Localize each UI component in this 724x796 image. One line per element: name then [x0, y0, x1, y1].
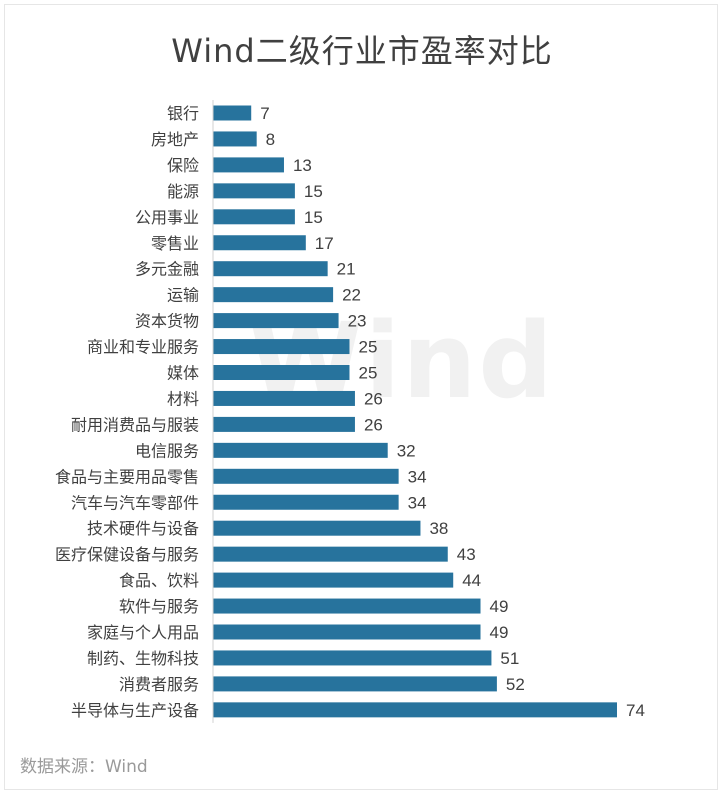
bar	[213, 209, 295, 225]
bar	[213, 287, 334, 303]
bar	[213, 676, 497, 692]
bar	[213, 131, 257, 147]
data-label: 74	[626, 701, 645, 720]
data-label: 49	[490, 597, 509, 616]
bar	[213, 235, 306, 251]
category-label: 公用事业	[135, 208, 199, 227]
category-label: 医疗保健设备与服务	[55, 545, 199, 564]
bar	[213, 572, 454, 588]
chart-title: Wind二级行业市盈率对比	[171, 32, 553, 70]
category-label: 房地产	[151, 130, 199, 149]
category-label: 电信服务	[135, 441, 199, 460]
data-label: 13	[293, 156, 312, 175]
bar	[213, 468, 399, 484]
data-label: 38	[429, 519, 448, 538]
bar	[213, 624, 481, 640]
category-label: 保险	[167, 156, 199, 175]
bar	[213, 261, 328, 277]
bar	[213, 339, 350, 355]
data-label: 17	[315, 234, 334, 253]
bar	[213, 598, 481, 614]
category-label: 媒体	[167, 364, 199, 383]
data-label: 49	[490, 623, 509, 642]
data-label: 8	[266, 130, 275, 149]
category-label: 食品与主要用品零售	[55, 467, 199, 486]
category-label: 多元金融	[135, 260, 199, 279]
data-label: 43	[457, 545, 476, 564]
data-source-note: 数据来源：Wind	[20, 757, 148, 777]
data-label: 23	[348, 312, 367, 331]
data-label: 25	[358, 364, 377, 383]
category-label: 软件与服务	[119, 597, 199, 616]
category-label: 消费者服务	[119, 675, 199, 694]
category-label: 银行	[167, 104, 199, 123]
category-label: 家庭与个人用品	[87, 623, 199, 642]
data-label: 26	[364, 415, 383, 434]
category-label: 能源	[167, 182, 199, 201]
data-label: 44	[462, 571, 481, 590]
data-label: 7	[260, 104, 269, 123]
data-label: 22	[342, 286, 361, 305]
category-label: 零售业	[151, 234, 199, 253]
data-label: 21	[337, 260, 356, 279]
category-label: 材料	[167, 389, 199, 408]
category-label: 制药、生物科技	[87, 649, 199, 668]
bar	[213, 650, 492, 666]
bar	[213, 390, 355, 406]
bar	[213, 416, 355, 432]
category-label: 食品、饮料	[119, 571, 199, 590]
data-label: 15	[304, 208, 323, 227]
bar	[213, 313, 339, 329]
data-label: 34	[408, 467, 427, 486]
bar	[213, 702, 617, 718]
category-label: 资本货物	[135, 312, 199, 331]
category-label: 运输	[167, 286, 199, 305]
bar	[213, 365, 350, 380]
bar	[213, 157, 284, 173]
data-label: 51	[500, 649, 519, 668]
data-label: 15	[304, 182, 323, 201]
bar	[213, 494, 399, 510]
category-label: 商业和专业服务	[87, 338, 199, 357]
bar	[213, 183, 295, 199]
data-label: 34	[408, 493, 427, 512]
data-label: 26	[364, 389, 383, 408]
category-label: 技术硬件与设备	[87, 519, 199, 538]
bar	[213, 442, 388, 458]
data-label: 25	[358, 338, 377, 357]
data-label: 52	[506, 675, 525, 694]
data-label: 32	[397, 441, 416, 460]
bar	[213, 520, 421, 536]
category-label: 耐用消费品与服装	[71, 415, 199, 434]
bar	[213, 546, 448, 562]
category-label: 半导体与生产设备	[71, 701, 199, 720]
category-label: 汽车与汽车零部件	[71, 493, 199, 512]
bar	[213, 105, 252, 121]
